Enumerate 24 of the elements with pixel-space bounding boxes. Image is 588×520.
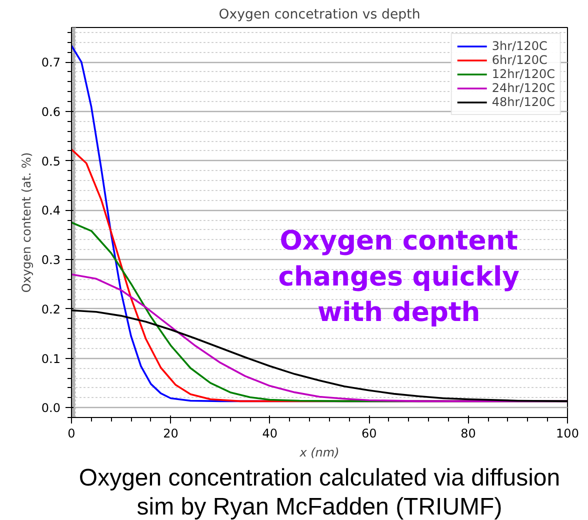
legend-label: 12hr/120C <box>492 67 555 81</box>
y-tick-label: 0.3 <box>41 253 61 268</box>
y-tick-label: 0.5 <box>41 154 61 168</box>
legend-label: 24hr/120C <box>492 81 555 95</box>
y-tick-label: 0.0 <box>41 401 61 416</box>
x-axis-title: x (nm) <box>298 446 340 460</box>
y-tick-label: 0.6 <box>41 104 61 119</box>
x-tick-label: 80 <box>460 426 476 440</box>
y-axis-title: Oxygen content (at. %) <box>19 152 34 293</box>
x-tick-label: 40 <box>262 426 278 440</box>
y-tick-label: 0.7 <box>41 56 61 70</box>
x-tick-label: 20 <box>163 426 178 440</box>
annotation: Oxygen content changes quickly with depth <box>278 226 520 328</box>
chart-title: Oxygen concetration vs depth <box>218 8 420 22</box>
legend-label: 6hr/120C <box>492 53 548 67</box>
x-tick-label: 60 <box>361 426 377 440</box>
x-tick-label: 0 <box>68 426 76 440</box>
y-tick-label: 0.1 <box>41 352 61 366</box>
y-tick-label: 0.2 <box>41 302 61 316</box>
y-tick-label: 0.4 <box>41 204 61 218</box>
x-tick-label: 100 <box>556 426 579 440</box>
legend-label: 3hr/120C <box>492 39 548 53</box>
legend-label: 48hr/120C <box>492 95 555 109</box>
text: Oxygen concentration calculated via diffusion sim by Ryan McFadden (TRIUMF) <box>78 464 560 520</box>
